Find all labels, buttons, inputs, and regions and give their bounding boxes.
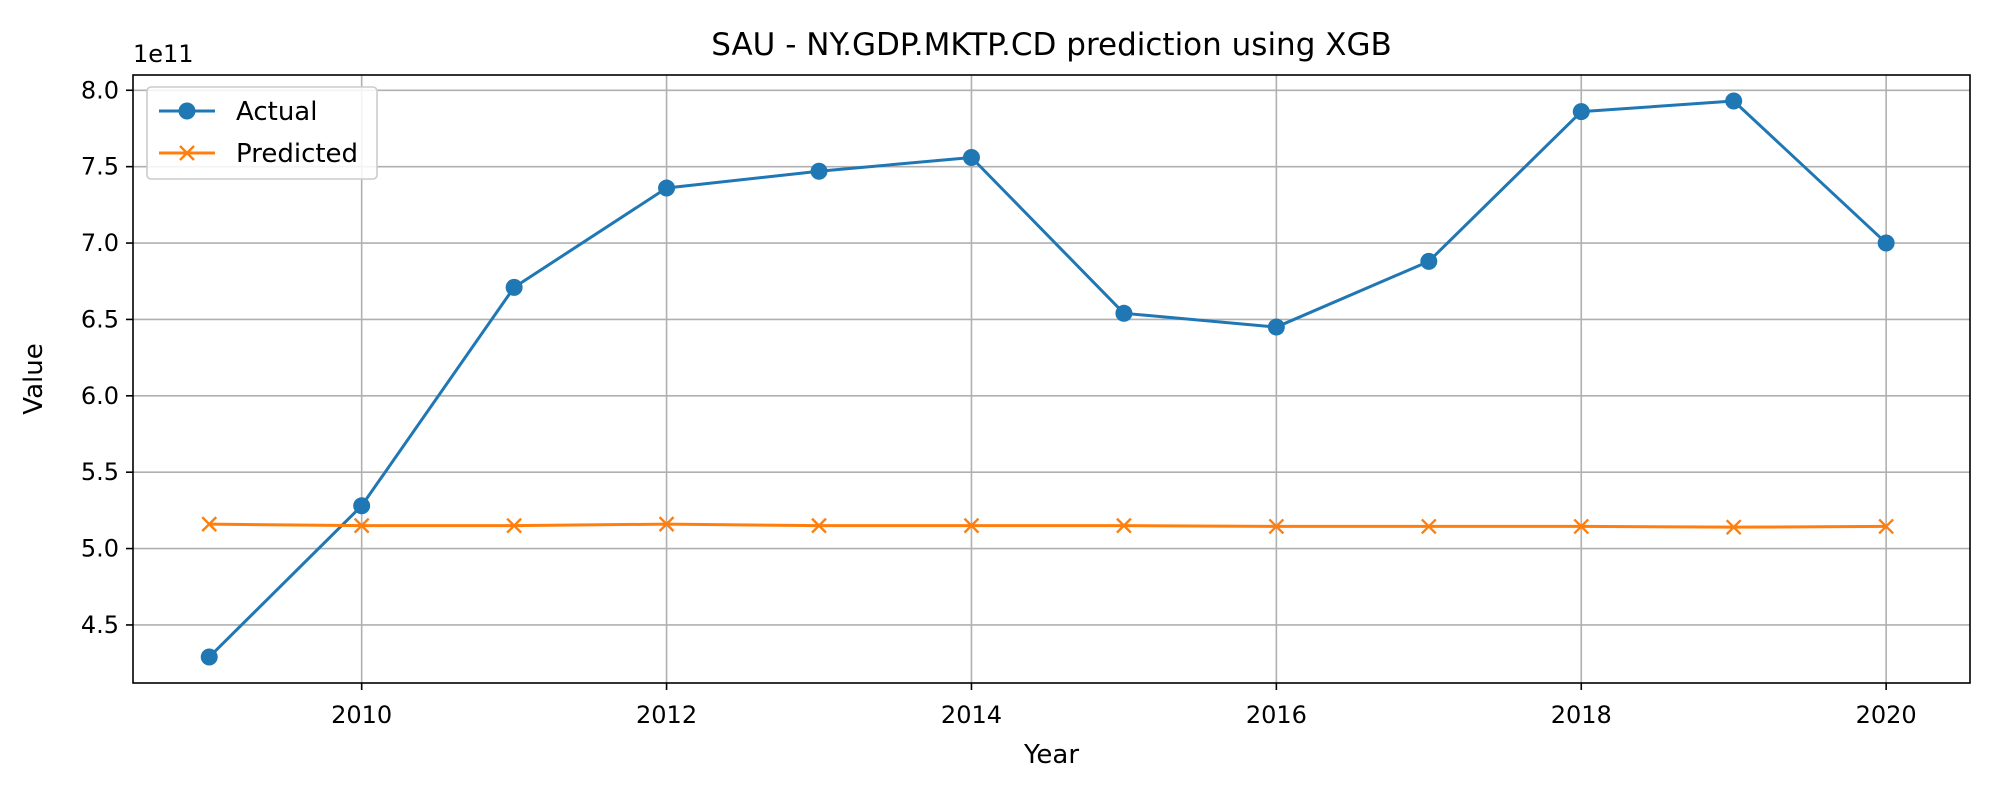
series-layer	[200, 92, 1895, 666]
y-axis-multiplier: 1e11	[133, 40, 194, 68]
y-tick-label: 7.0	[81, 229, 119, 257]
ticks-layer: 2010 2012 2014 2016 2018 2020 4.5 5.0 5.5 6.0 6.5 7…	[81, 76, 1917, 729]
data-point-predicted	[1725, 519, 1742, 536]
data-point-predicted	[1420, 518, 1437, 535]
data-point-predicted	[658, 516, 675, 532]
data-point-actual	[1725, 92, 1743, 110]
legend-label-actual: Actual	[236, 97, 317, 127]
data-point-predicted	[811, 517, 827, 534]
data-point-predicted	[1268, 518, 1285, 535]
data-point-predicted	[353, 517, 370, 534]
data-point-predicted	[963, 517, 980, 534]
y-tick-label: 6.0	[81, 382, 119, 410]
data-point-actual	[658, 179, 676, 197]
x-tick-label: 2012	[636, 701, 697, 729]
y-tick-label: 4.5	[81, 611, 119, 639]
data-point-actual	[1572, 103, 1590, 121]
data-point-predicted	[201, 516, 218, 532]
x-tick-label: 2010	[331, 701, 392, 729]
series-line-actual	[207, 99, 1888, 659]
data-point-actual	[353, 497, 371, 515]
data-point-actual	[1267, 318, 1285, 336]
data-point-actual	[1420, 252, 1438, 270]
data-point-actual	[962, 148, 980, 166]
x-tick-label: 2018	[1551, 701, 1612, 729]
y-tick-label: 5.5	[81, 458, 119, 486]
data-point-predicted	[1573, 518, 1590, 535]
y-axis-label: Value	[19, 343, 49, 414]
data-point-predicted	[506, 517, 522, 534]
legend: Actual Predicted	[146, 86, 378, 180]
legend-label-predicted: Predicted	[236, 139, 358, 169]
y-tick-label: 6.5	[81, 305, 119, 333]
legend-marker-actual	[178, 102, 196, 120]
series-line-predicted	[207, 522, 1888, 529]
x-tick-label: 2020	[1856, 701, 1917, 729]
y-tick-label: 7.5	[81, 153, 119, 181]
x-axis-label: Year	[1023, 740, 1079, 770]
data-point-actual	[810, 162, 828, 180]
data-point-actual	[1115, 304, 1133, 322]
x-tick-label: 2014	[941, 701, 1002, 729]
legend-marker-predicted	[179, 145, 195, 161]
x-tick-label: 2016	[1246, 701, 1307, 729]
chart-title: SAU - NY.GDP.MKTP.CD prediction using XG…	[711, 27, 1392, 63]
axes-frame	[132, 74, 1971, 684]
y-tick-label: 5.0	[81, 535, 119, 563]
data-point-actual	[505, 278, 523, 296]
grid-layer	[133, 75, 1970, 683]
data-point-predicted	[1878, 518, 1894, 535]
data-point-predicted	[1116, 517, 1132, 534]
data-point-actual	[200, 648, 218, 666]
data-point-actual	[1877, 234, 1895, 252]
y-tick-label: 8.0	[81, 76, 119, 104]
